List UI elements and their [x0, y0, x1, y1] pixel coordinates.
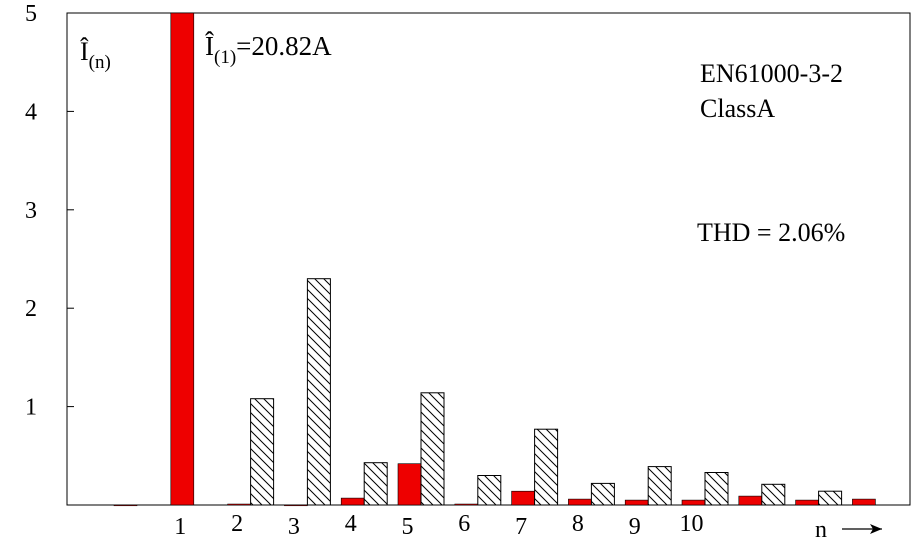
bar-hatched-4 — [363, 462, 388, 506]
bar-hatched-5 — [420, 392, 445, 506]
y-tick-label: 1 — [25, 395, 37, 421]
y-tick-label: 3 — [25, 198, 37, 224]
bar-hatched-6 — [477, 475, 502, 506]
bar-hatched-12 — [818, 490, 843, 506]
x-tick-label: 5 — [402, 514, 414, 540]
y-tick-label: 5 — [25, 1, 37, 27]
y-tick-label: 2 — [25, 296, 37, 322]
y-axis-label-main: Î — [80, 37, 89, 66]
x-tick-label: 9 — [629, 514, 641, 540]
bar-solid-10 — [681, 499, 706, 506]
x-axis-arrow-head — [870, 524, 882, 534]
bar-hatched-8 — [590, 482, 615, 506]
x-tick-label: 7 — [515, 514, 527, 540]
x-tick-label: 3 — [288, 514, 300, 540]
thd-label: THD = 2.06% — [697, 218, 845, 247]
bar-solid-8 — [568, 498, 592, 506]
bar-hatched-2 — [250, 398, 275, 506]
x-axis-label: n — [815, 517, 827, 543]
bar-hatched-10 — [704, 472, 729, 506]
bar-solid-2 — [227, 503, 251, 506]
x-tick-label: 1 — [174, 514, 186, 540]
bar-solid-13 — [852, 498, 876, 506]
bar-solid-12 — [795, 499, 819, 506]
bar-hatched-11 — [761, 483, 786, 506]
fundamental-value: =20.82A — [236, 31, 332, 61]
bar-solid-3 — [284, 504, 308, 507]
y-axis-label: Î(n) — [80, 37, 111, 73]
bar-solid-11 — [738, 495, 763, 506]
bar-hatched-7 — [534, 428, 559, 506]
bar-hatched-3 — [306, 278, 331, 506]
bar-solid-5 — [397, 463, 422, 506]
x-axis-tick-labels: 1 2 3 4 5 6 7 8 9 10 — [174, 511, 703, 540]
fundamental-annotation: Î(1)=20.82A — [205, 31, 332, 68]
fundamental-sub: (1) — [214, 47, 236, 68]
x-tick-label: 4 — [345, 511, 357, 537]
bar-solid-7 — [511, 490, 535, 506]
bar-solid-4 — [340, 497, 365, 506]
x-tick-label: 2 — [231, 511, 243, 537]
bar-solid-1 — [170, 12, 195, 506]
x-tick-label: 6 — [458, 511, 470, 537]
class-label: ClassA — [700, 94, 775, 123]
bar-solid-9 — [624, 499, 649, 506]
bar-solid-6 — [454, 503, 479, 506]
y-axis-label-sub: (n) — [89, 52, 111, 73]
y-tick-label: 4 — [25, 99, 37, 125]
bar-solid-0 — [113, 504, 138, 507]
x-tick-label: 10 — [680, 511, 704, 537]
standard-label: EN61000-3-2 — [700, 59, 843, 88]
x-tick-label: 8 — [572, 511, 584, 537]
bars — [113, 12, 876, 507]
bar-hatched-9 — [647, 466, 672, 506]
y-axis-ticks: 1 2 3 4 5 — [25, 1, 74, 421]
fundamental-main: Î — [205, 31, 214, 61]
